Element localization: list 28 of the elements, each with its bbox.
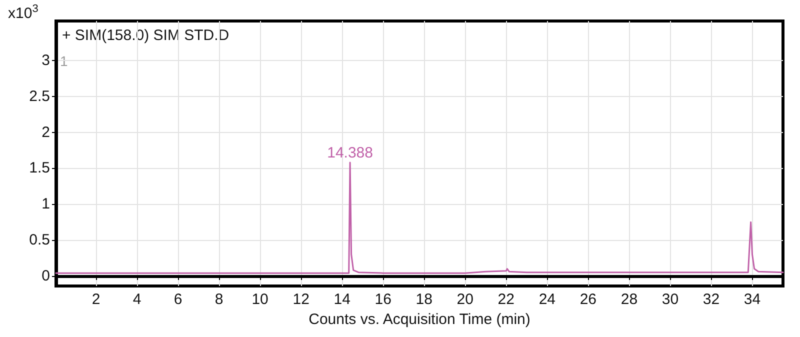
- line-series: [55, 162, 784, 274]
- y-tick-label: 3: [42, 52, 50, 69]
- y-tick-label: 2: [42, 124, 50, 141]
- x-tick-label: 18: [416, 291, 432, 308]
- x-axis-title: Counts vs. Acquisition Time (min): [308, 310, 530, 328]
- y-tick-label: 2.5: [29, 88, 50, 105]
- x-tick-label: 12: [292, 291, 310, 308]
- y-axis-title: x10$^{3}$: [8, 3, 38, 22]
- x-tick-label: 10: [252, 291, 268, 308]
- x-tick-label: 34: [744, 291, 761, 308]
- x-tick-label: 22: [498, 291, 514, 308]
- x-tick-label: 6: [174, 291, 182, 308]
- x-tick-label: 24: [538, 291, 556, 308]
- y-tick-label: 0.5: [29, 232, 50, 249]
- x-tick-label: 20: [456, 291, 474, 308]
- annotation: 14.388: [327, 144, 373, 162]
- x-tick-label: 14: [334, 291, 350, 308]
- x-tick-label: 32: [702, 291, 720, 308]
- y-tick-label: 1.5: [29, 160, 50, 177]
- y-tick-label: 1: [42, 196, 50, 213]
- y-tick-label: 0: [42, 267, 50, 284]
- x-tick-label: 16: [374, 291, 392, 308]
- x-tick-label: 30: [662, 291, 679, 308]
- x-tick-label: 2: [92, 291, 100, 308]
- x-tick-label: 4: [132, 291, 142, 308]
- x-tick-label: 26: [580, 291, 597, 308]
- x-tick-label: 8: [214, 291, 224, 308]
- x-tick-label: 28: [620, 291, 638, 308]
